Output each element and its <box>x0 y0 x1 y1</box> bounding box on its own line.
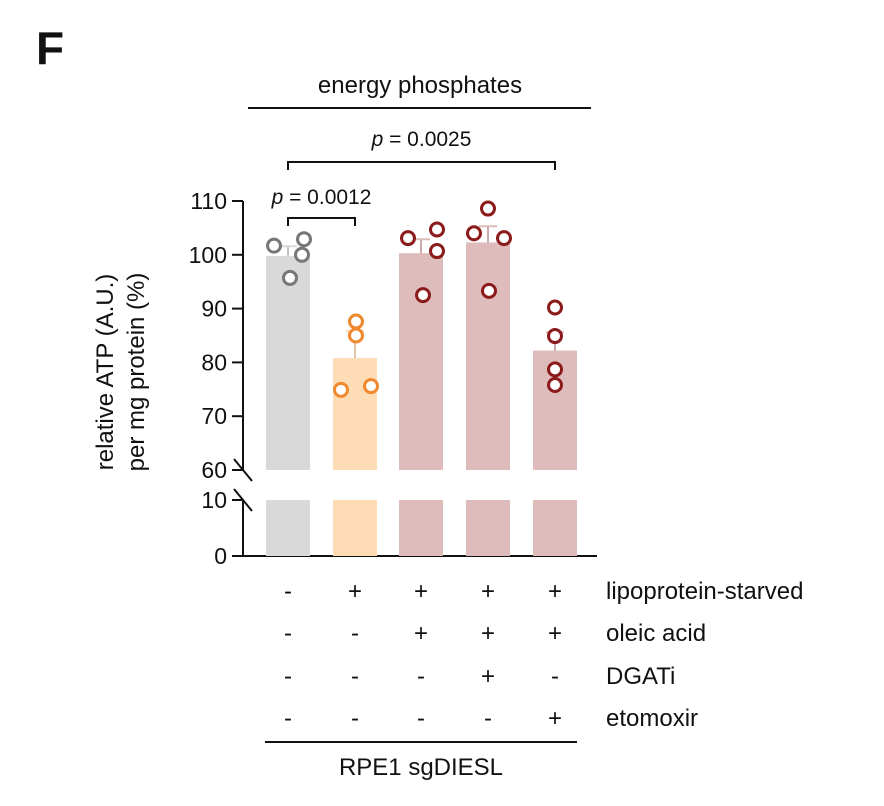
data-point-2-4 <box>363 378 379 395</box>
data-point-3-1 <box>400 230 416 247</box>
data-point-3-3 <box>429 243 445 260</box>
data-point-5-1 <box>547 299 563 316</box>
data-point-4-2 <box>480 200 496 217</box>
data-point-1-4 <box>282 269 298 286</box>
condition-sign-4-2: - <box>351 705 359 732</box>
group-title: energy phosphates <box>318 72 522 99</box>
condition-sign-2-2: - <box>351 620 359 647</box>
condition-sign-3-5: - <box>551 663 559 690</box>
condition-label-2: oleic acid <box>606 620 706 647</box>
data-point-1-2 <box>296 231 312 248</box>
data-point-1-1 <box>266 237 282 254</box>
data-point-1-3 <box>294 246 310 263</box>
y-axis-title-line-1: relative ATP (A.U.) <box>92 274 119 471</box>
bar-5-lower <box>533 500 577 556</box>
y-tick-label-110: 110 <box>190 188 227 214</box>
condition-sign-2-3: + <box>414 620 428 647</box>
data-point-2-2 <box>348 327 364 344</box>
data-point-2-3 <box>333 381 349 398</box>
data-point-5-4 <box>547 376 563 393</box>
y-tick-label-70: 70 <box>201 403 227 429</box>
data-point-4-1 <box>466 225 482 242</box>
y-tick-label-100: 100 <box>189 242 227 268</box>
bar-2-lower <box>333 500 377 556</box>
condition-sign-3-4: + <box>481 663 495 690</box>
y-tick-label-90: 90 <box>201 296 227 322</box>
condition-sign-4-4: - <box>484 705 492 732</box>
y-tick-label-10: 10 <box>201 487 227 513</box>
cell-line-label: RPE1 sgDIESL <box>339 754 503 781</box>
data-point-4-4 <box>481 282 497 299</box>
condition-sign-4-3: - <box>417 705 425 732</box>
y-tick-label-80: 80 <box>201 349 227 375</box>
data-point-2-1 <box>348 313 364 330</box>
condition-sign-3-3: - <box>417 663 425 690</box>
condition-sign-1-1: - <box>284 578 292 605</box>
bar-2-upper <box>333 358 377 470</box>
comparison-bracket-1 <box>287 217 356 226</box>
bar-1-upper <box>266 255 310 470</box>
bar-4-lower <box>466 500 510 556</box>
condition-label-4: etomoxir <box>606 705 698 732</box>
condition-sign-4-1: - <box>284 705 292 732</box>
data-point-3-2 <box>429 221 445 238</box>
y-tick-label-60: 60 <box>201 457 227 483</box>
data-point-3-4 <box>415 287 431 304</box>
y-axis-title-line-2: per mg protein (%) <box>123 273 150 472</box>
bar-3-upper <box>399 253 443 470</box>
bar-3-lower <box>399 500 443 556</box>
data-point-4-3 <box>496 230 512 247</box>
condition-sign-4-5: + <box>548 705 562 732</box>
condition-sign-1-4: + <box>481 578 495 605</box>
condition-label-3: DGATi <box>606 663 675 690</box>
condition-sign-1-3: + <box>414 578 428 605</box>
comparison-bracket-2 <box>287 161 556 170</box>
data-point-5-3 <box>547 361 563 378</box>
condition-sign-3-2: - <box>351 663 359 690</box>
condition-label-1: lipoprotein-starved <box>606 578 803 605</box>
condition-sign-2-4: + <box>481 620 495 647</box>
data-point-5-2 <box>547 328 563 345</box>
condition-sign-2-1: - <box>284 620 292 647</box>
condition-sign-2-5: + <box>548 620 562 647</box>
bar-1-lower <box>266 500 310 556</box>
y-tick-label-0: 0 <box>214 543 227 569</box>
panel-letter: F <box>36 22 64 74</box>
bar-4-upper <box>466 242 510 470</box>
comparison-p-value-1: p = 0.0012 <box>271 186 372 209</box>
condition-sign-1-2: + <box>348 578 362 605</box>
condition-sign-1-5: + <box>548 578 562 605</box>
comparison-p-value-2: p = 0.0025 <box>371 128 472 151</box>
condition-sign-3-1: - <box>284 663 292 690</box>
